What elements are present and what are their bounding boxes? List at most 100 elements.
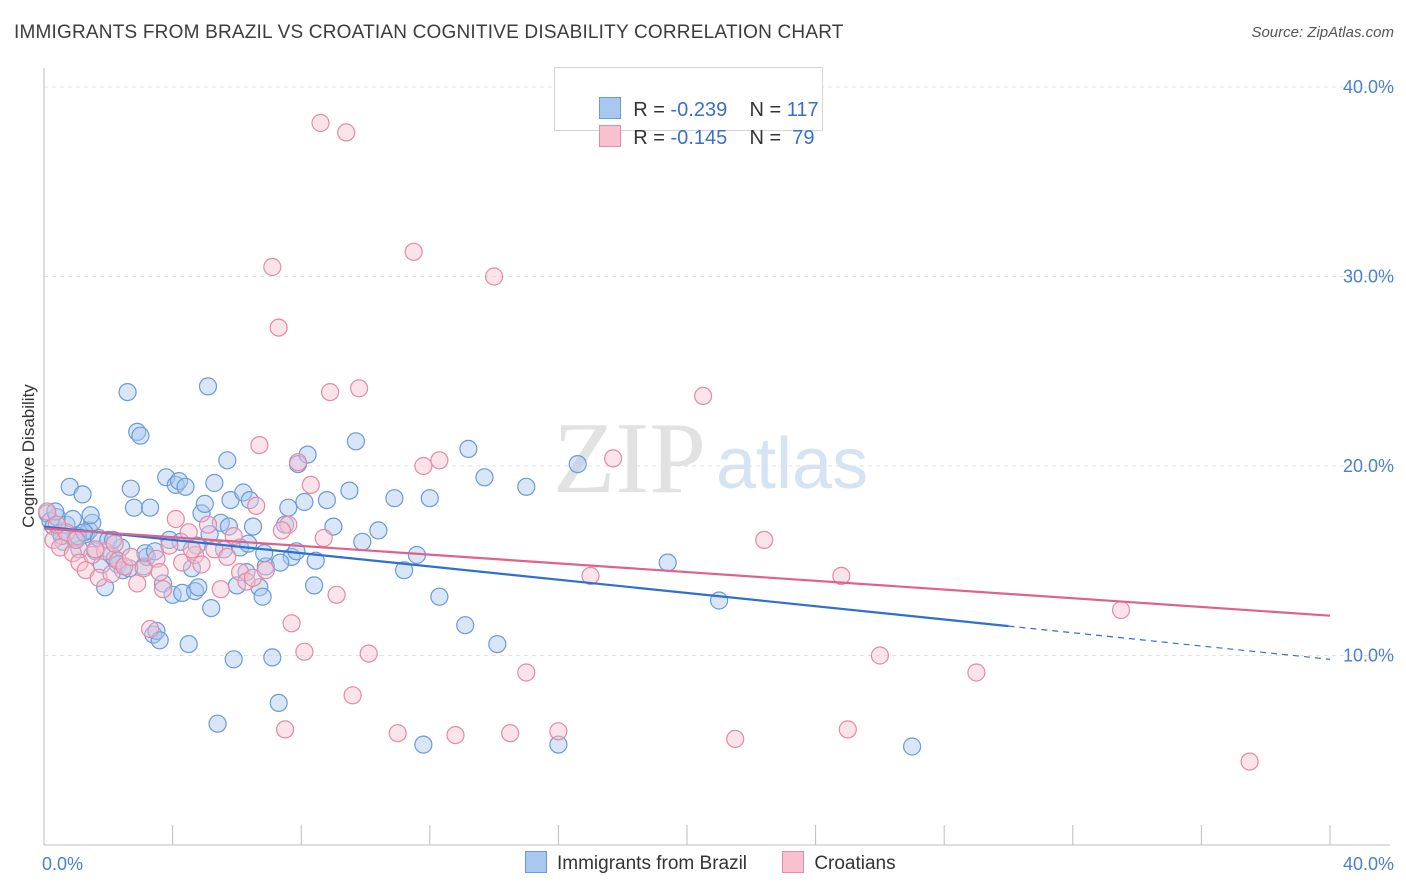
- data-point: [501, 724, 520, 743]
- data-point: [456, 616, 475, 635]
- data-point: [488, 634, 507, 654]
- data-point: [272, 521, 291, 540]
- data-point: [475, 468, 494, 487]
- chart-title: IMMIGRANTS FROM BRAZIL VS CROATIAN COGNI…: [14, 22, 844, 43]
- data-point: [218, 547, 237, 567]
- data-point: [902, 737, 922, 756]
- data-point: [603, 449, 623, 468]
- y-tick-label: 40.0%: [1343, 77, 1394, 97]
- legend-n-label: N =: [749, 127, 782, 149]
- legend-n-label: N =: [749, 99, 782, 121]
- data-point: [301, 475, 320, 494]
- data-point: [255, 544, 274, 563]
- data-point: [311, 113, 330, 133]
- data-point: [186, 545, 205, 565]
- x-ticks: [43, 825, 1331, 845]
- watermark-atlas: atlas: [716, 424, 868, 504]
- data-point: [218, 451, 237, 470]
- data-point: [395, 561, 414, 580]
- data-point: [269, 693, 288, 713]
- data-point: [73, 485, 92, 504]
- data-point: [271, 553, 290, 572]
- data-point: [288, 453, 308, 472]
- series-legend: Immigrants from Brazil Croatians: [525, 851, 926, 875]
- x-tick-label-max: 40.0%: [1343, 854, 1394, 874]
- data-point: [870, 646, 890, 665]
- data-point: [327, 585, 346, 604]
- y-tick-label: 20.0%: [1343, 456, 1394, 476]
- data-point: [350, 379, 369, 398]
- data-point: [420, 489, 439, 508]
- data-point: [446, 725, 465, 745]
- data-point: [243, 517, 263, 536]
- data-point: [517, 477, 536, 496]
- data-point: [67, 530, 86, 550]
- data-point: [414, 735, 433, 754]
- x-tick-label-min: 0.0%: [42, 854, 83, 874]
- data-point: [205, 473, 224, 493]
- legend-item-croatians[interactable]: Croatians: [782, 851, 896, 875]
- data-point: [192, 555, 211, 574]
- data-point: [256, 557, 275, 576]
- data-point: [269, 318, 288, 337]
- stats-legend: R = -0.239 N = 117 R = -0.145 N = 79: [554, 67, 823, 149]
- series-croatians-points: [38, 113, 1259, 771]
- data-point: [121, 547, 140, 567]
- y-tick-labels: 10.0% 20.0% 30.0% 40.0%: [1343, 77, 1394, 666]
- trend-line-brazil: [43, 525, 1009, 628]
- legend-label-croatians: Croatians: [814, 853, 896, 874]
- data-point: [568, 455, 587, 474]
- data-point: [317, 491, 336, 510]
- y-tick-label: 10.0%: [1343, 645, 1394, 665]
- data-point: [306, 551, 325, 570]
- y-axis-title: Cognitive Disability: [19, 384, 38, 528]
- axes: [43, 68, 1390, 846]
- data-point: [346, 432, 365, 451]
- source-label: Source: ZipAtlas.com: [1251, 24, 1394, 41]
- data-point: [256, 561, 275, 580]
- data-point: [693, 386, 713, 405]
- data-point: [459, 439, 478, 458]
- data-point: [115, 557, 134, 576]
- data-point: [581, 566, 600, 586]
- data-point: [967, 663, 986, 682]
- data-point: [485, 267, 504, 286]
- data-point: [208, 714, 227, 733]
- data-point: [305, 576, 324, 595]
- data-point: [131, 426, 150, 445]
- data-point: [549, 722, 568, 741]
- data-point: [404, 242, 423, 261]
- data-point: [359, 644, 378, 663]
- data-point: [343, 686, 362, 705]
- data-point: [517, 663, 536, 682]
- data-point: [38, 502, 57, 521]
- legend-n-value: 117: [786, 99, 819, 121]
- data-point: [321, 383, 340, 402]
- legend-r-label: R =: [633, 127, 665, 149]
- data-point: [414, 456, 433, 476]
- data-point: [658, 553, 677, 572]
- data-point: [202, 598, 221, 618]
- data-point: [219, 517, 238, 536]
- series-brazil-points: [38, 377, 922, 756]
- legend-row-croatians: R = -0.145 N = 79: [577, 102, 815, 149]
- trend-lines: [43, 525, 1331, 660]
- data-point: [182, 559, 201, 578]
- legend-swatch-brazil: [599, 97, 622, 119]
- data-point: [153, 580, 173, 599]
- data-point: [1240, 752, 1259, 771]
- data-point: [430, 587, 449, 606]
- data-point: [250, 436, 269, 455]
- data-point: [549, 735, 568, 754]
- data-point: [337, 123, 356, 142]
- data-point: [385, 489, 404, 508]
- data-point: [295, 642, 314, 661]
- data-point: [298, 445, 317, 464]
- data-point: [430, 451, 449, 470]
- legend-item-brazil[interactable]: Immigrants from Brazil: [525, 851, 747, 875]
- data-point: [81, 506, 100, 525]
- data-point: [755, 530, 774, 550]
- data-point: [263, 257, 282, 277]
- data-point: [141, 619, 160, 639]
